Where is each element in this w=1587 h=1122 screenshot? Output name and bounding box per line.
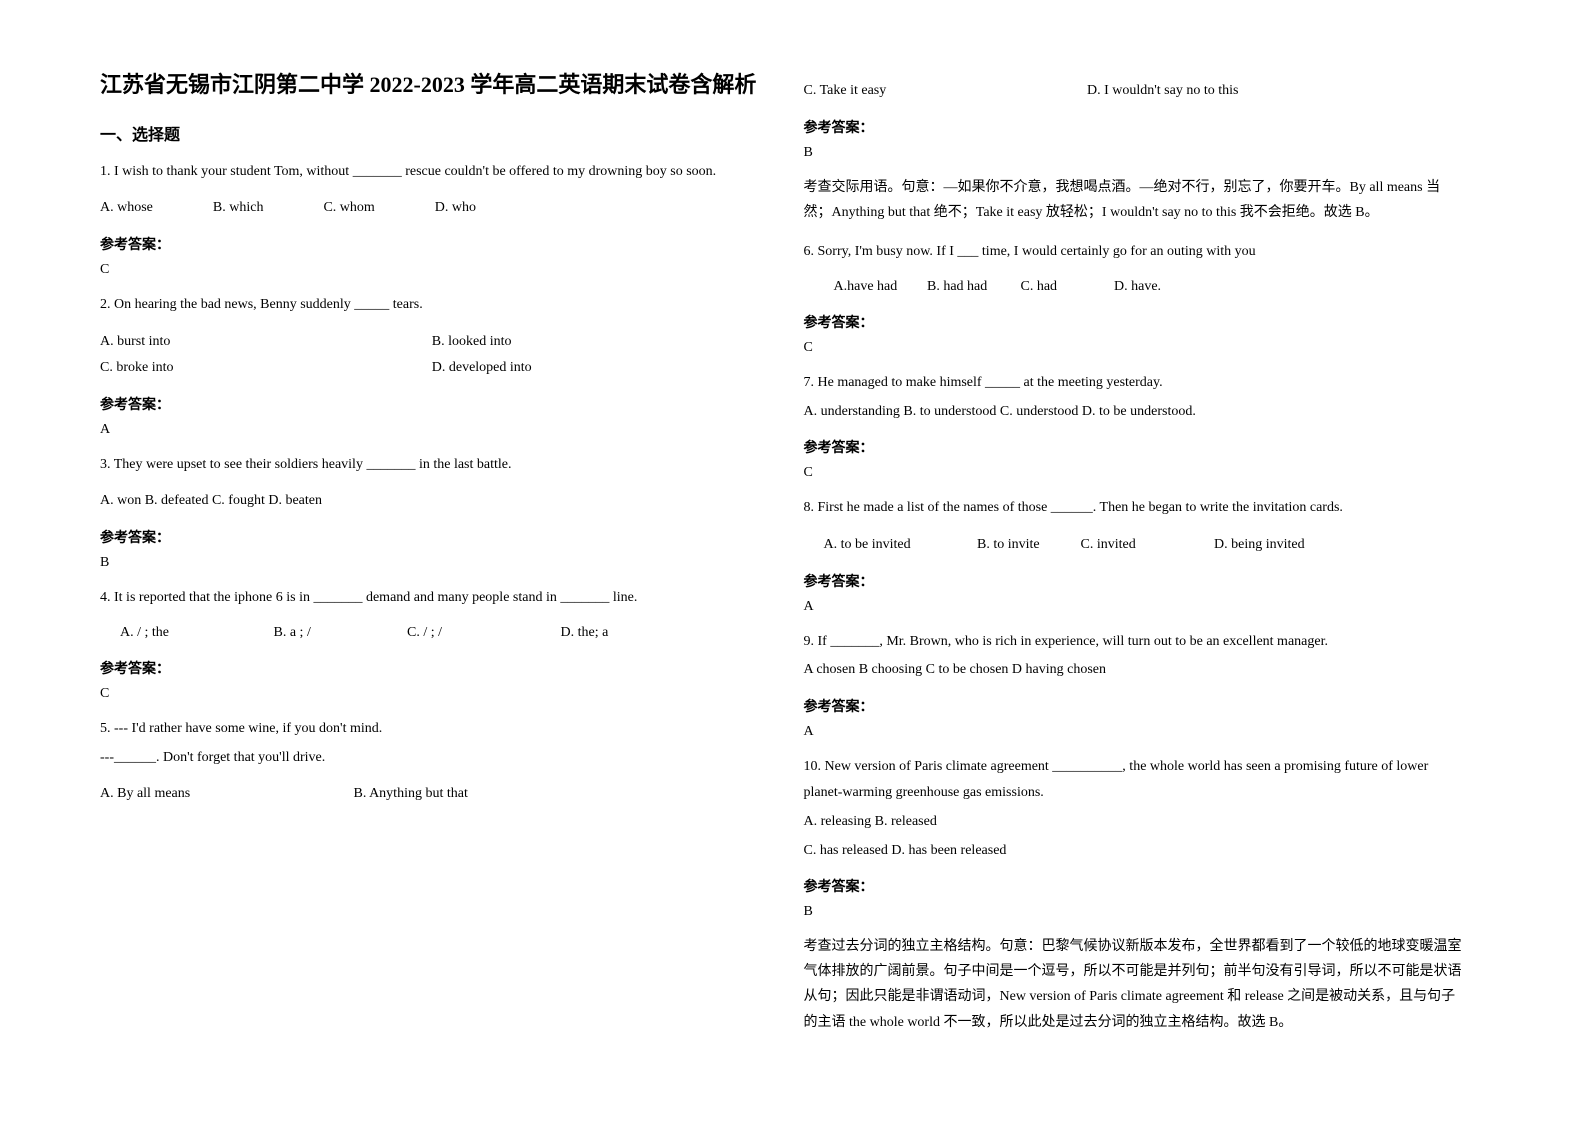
q2-answer-label: 参考答案： bbox=[100, 394, 764, 414]
q9-answer: A bbox=[804, 724, 1468, 740]
q1-opt-a: A. whose bbox=[100, 195, 153, 222]
q6-opt-d: D. have. bbox=[1114, 274, 1161, 301]
q4-answer-label: 参考答案： bbox=[100, 658, 764, 678]
q3-answer: B bbox=[100, 555, 764, 571]
q8-opt-a: A. to be invited bbox=[824, 532, 974, 559]
question-9: 9. If _______, Mr. Brown, who is rich in… bbox=[804, 629, 1468, 656]
q7-answer: C bbox=[804, 465, 1468, 481]
q8-answer-label: 参考答案： bbox=[804, 571, 1468, 591]
left-column: 江苏省无锡市江阴第二中学 2022-2023 学年高二英语期末试卷含解析 一、选… bbox=[100, 70, 804, 1082]
question-7: 7. He managed to make himself _____ at t… bbox=[804, 370, 1468, 397]
q5-opt-c: C. Take it easy bbox=[804, 78, 1084, 105]
q2-options: A. burst into B. looked into C. broke in… bbox=[100, 329, 764, 382]
q5-explanation: 考查交际用语。句意：—如果你不介意，我想喝点酒。—绝对不行，别忘了，你要开车。B… bbox=[804, 175, 1468, 225]
q3-answer-label: 参考答案： bbox=[100, 527, 764, 547]
q1-opt-c: C. whom bbox=[323, 195, 374, 222]
q2-answer: A bbox=[100, 422, 764, 438]
q6-answer-label: 参考答案： bbox=[804, 312, 1468, 332]
q6-opt-b: B. had had bbox=[927, 274, 1017, 301]
question-2: 2. On hearing the bad news, Benny sudden… bbox=[100, 292, 764, 319]
q5-opt-d: D. I wouldn't say no to this bbox=[1087, 78, 1238, 105]
q4-opt-a: A. / ; the bbox=[120, 620, 270, 647]
section-header: 一、选择题 bbox=[100, 121, 764, 145]
q1-opt-d: D. who bbox=[435, 195, 476, 222]
q1-answer: C bbox=[100, 262, 764, 278]
q6-opt-a: A.have had bbox=[834, 274, 924, 301]
right-column: C. Take it easy D. I wouldn't say no to … bbox=[804, 70, 1508, 1082]
q1-options: A. whose B. which C. whom D. who bbox=[100, 195, 764, 222]
q5-options-cd: C. Take it easy D. I wouldn't say no to … bbox=[804, 78, 1468, 105]
q10-options-line2: C. has released D. has been released bbox=[804, 838, 1468, 865]
q2-opt-c: C. broke into bbox=[100, 355, 432, 382]
q1-opt-b: B. which bbox=[213, 195, 264, 222]
paper-title: 江苏省无锡市江阴第二中学 2022-2023 学年高二英语期末试卷含解析 bbox=[100, 70, 764, 101]
q8-answer: A bbox=[804, 599, 1468, 615]
q3-options: A. won B. defeated C. fought D. beaten bbox=[100, 488, 764, 515]
q7-answer-label: 参考答案： bbox=[804, 437, 1468, 457]
question-3: 3. They were upset to see their soldiers… bbox=[100, 452, 764, 479]
q6-opt-c: C. had bbox=[1021, 274, 1111, 301]
q10-answer-label: 参考答案： bbox=[804, 876, 1468, 896]
q5-opt-a: A. By all means bbox=[100, 781, 350, 808]
q2-opt-a: A. burst into bbox=[100, 329, 432, 356]
q8-opt-d: D. being invited bbox=[1214, 532, 1305, 559]
q8-options: A. to be invited B. to invite C. invited… bbox=[804, 532, 1468, 559]
q9-options: A chosen B choosing C to be chosen D hav… bbox=[804, 657, 1468, 684]
question-5-line2: ---______. Don't forget that you'll driv… bbox=[100, 745, 764, 772]
q4-options: A. / ; the B. a ; / C. / ; / D. the; a bbox=[100, 620, 764, 647]
q7-options: A. understanding B. to understood C. und… bbox=[804, 399, 1468, 426]
q2-opt-d: D. developed into bbox=[432, 355, 764, 382]
q5-answer-label: 参考答案： bbox=[804, 117, 1468, 137]
q6-answer: C bbox=[804, 340, 1468, 356]
q4-answer: C bbox=[100, 686, 764, 702]
q5-options-ab: A. By all means B. Anything but that bbox=[100, 781, 764, 808]
question-1: 1. I wish to thank your student Tom, wit… bbox=[100, 159, 764, 186]
q9-answer-label: 参考答案： bbox=[804, 696, 1468, 716]
q2-opt-b: B. looked into bbox=[432, 329, 764, 356]
q10-answer: B bbox=[804, 904, 1468, 920]
question-4: 4. It is reported that the iphone 6 is i… bbox=[100, 585, 764, 612]
q8-opt-b: B. to invite bbox=[977, 532, 1077, 559]
q10-options-line1: A. releasing B. released bbox=[804, 809, 1468, 836]
q10-explanation: 考查过去分词的独立主格结构。句意：巴黎气候协议新版本发布，全世界都看到了一个较低… bbox=[804, 934, 1468, 1035]
question-10: 10. New version of Paris climate agreeme… bbox=[804, 754, 1468, 807]
q4-opt-c: C. / ; / bbox=[407, 620, 557, 647]
q8-opt-c: C. invited bbox=[1081, 532, 1211, 559]
q6-options: A.have had B. had had C. had D. have. bbox=[804, 274, 1468, 301]
q5-answer: B bbox=[804, 145, 1468, 161]
q4-opt-d: D. the; a bbox=[561, 620, 609, 647]
question-8: 8. First he made a list of the names of … bbox=[804, 495, 1468, 522]
question-5-line1: 5. --- I'd rather have some wine, if you… bbox=[100, 716, 764, 743]
question-6: 6. Sorry, I'm busy now. If I ___ time, I… bbox=[804, 239, 1468, 266]
q1-answer-label: 参考答案： bbox=[100, 234, 764, 254]
q4-opt-b: B. a ; / bbox=[274, 620, 404, 647]
q5-opt-b: B. Anything but that bbox=[354, 781, 468, 808]
